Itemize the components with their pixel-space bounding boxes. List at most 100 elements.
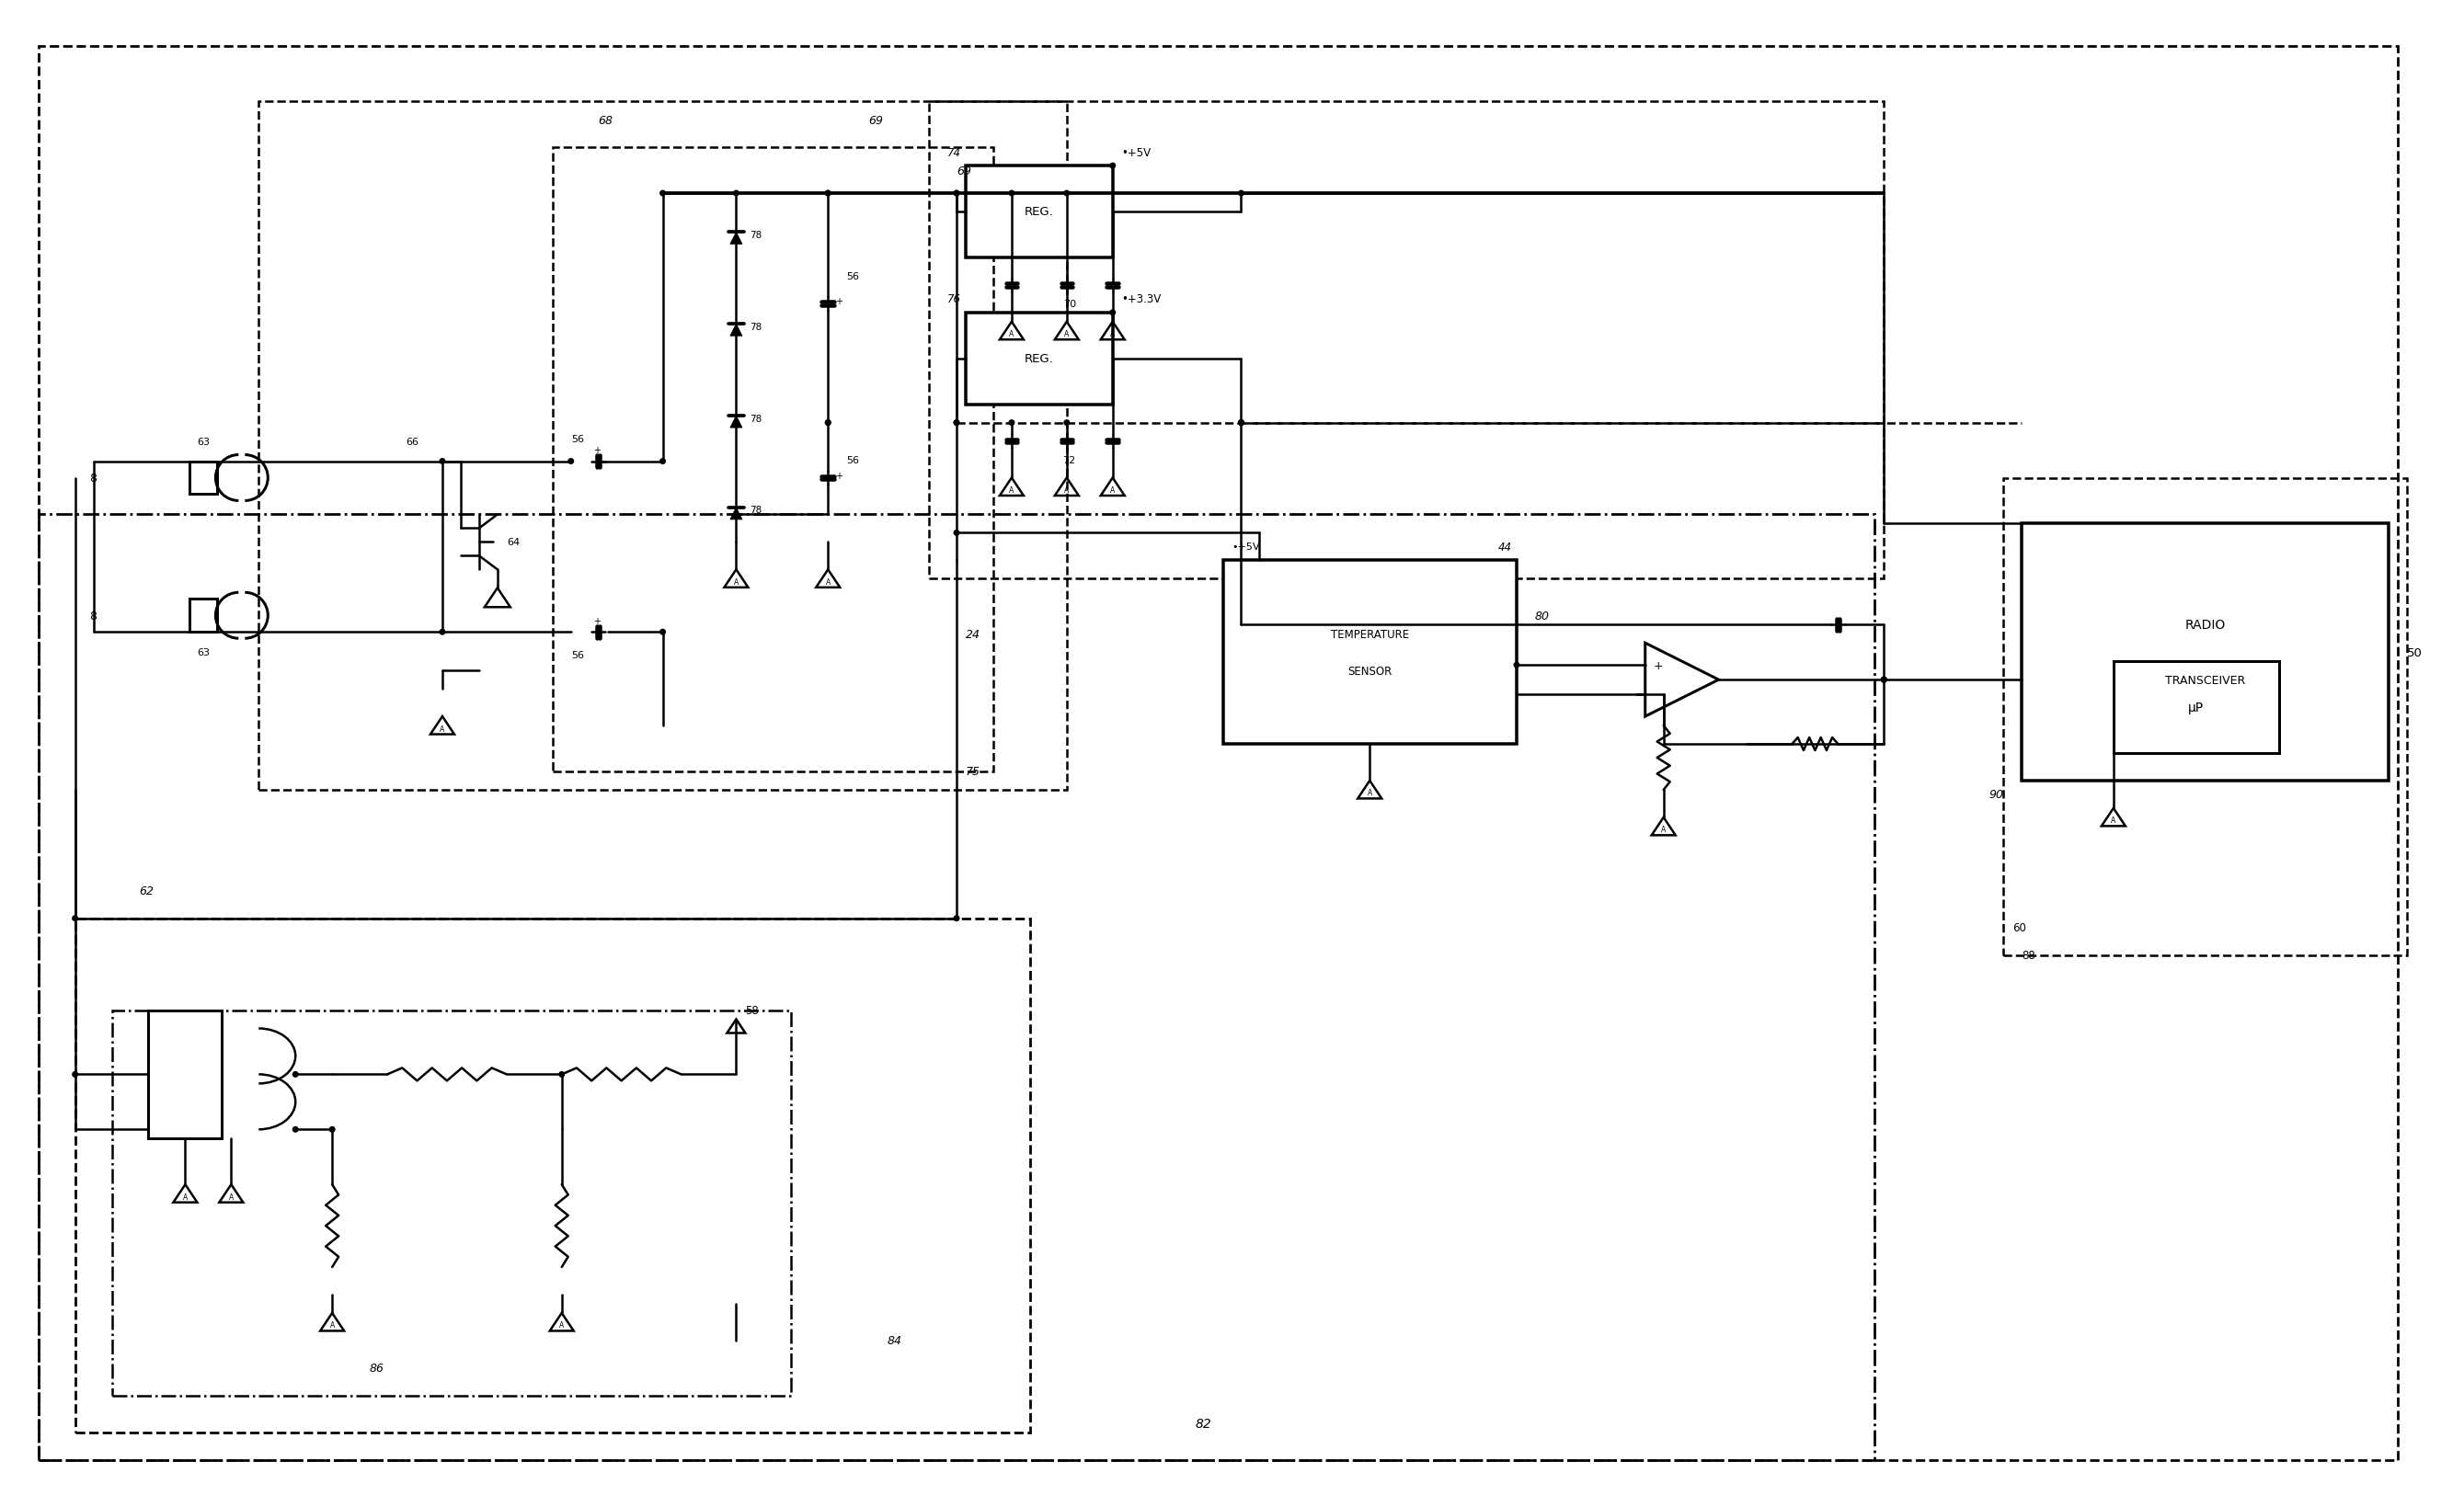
Circle shape [1239,420,1244,426]
Circle shape [1111,164,1116,169]
Text: A: A [182,1192,187,1201]
Text: 56: 56 [572,651,584,660]
Polygon shape [729,416,742,428]
Circle shape [954,191,958,196]
Text: +: + [594,446,601,455]
Text: 56: 56 [845,271,860,282]
Circle shape [954,191,958,196]
Circle shape [330,1127,335,1132]
Circle shape [71,1071,79,1078]
Text: 84: 84 [887,1335,902,1347]
Text: +: + [594,616,601,625]
Text: 62: 62 [140,885,155,897]
Circle shape [569,460,574,464]
Circle shape [660,191,665,196]
Circle shape [1239,420,1244,426]
Circle shape [559,1071,564,1078]
Circle shape [1239,191,1244,196]
Circle shape [954,916,958,921]
Text: A: A [825,577,830,586]
Circle shape [660,460,665,464]
Text: TEMPERATURE: TEMPERATURE [1331,628,1409,640]
Circle shape [293,1071,298,1078]
Text: 78: 78 [749,414,761,423]
Circle shape [1882,678,1887,683]
Bar [966,166,1114,258]
Text: A: A [1111,487,1116,494]
Circle shape [734,329,739,335]
Text: 56: 56 [572,434,584,443]
Text: 78: 78 [749,231,761,240]
Circle shape [734,420,739,426]
Text: −: − [1653,689,1663,701]
Bar [552,148,993,772]
Circle shape [1882,678,1887,683]
Polygon shape [729,508,742,520]
Text: +: + [835,297,843,306]
Text: 56: 56 [845,455,860,464]
Text: 78: 78 [749,322,761,332]
Circle shape [1064,191,1069,196]
Text: 88: 88 [2020,949,2035,961]
Text: REG.: REG. [1025,206,1055,219]
Text: 78: 78 [749,506,761,515]
Text: 8: 8 [89,610,96,622]
Text: 75: 75 [966,766,981,778]
Text: 60: 60 [2013,922,2025,934]
Text: 66: 66 [407,437,419,446]
Circle shape [1010,191,1015,196]
Text: 72: 72 [1062,455,1077,464]
Text: A: A [1010,330,1015,339]
Text: •+3.3V: •+3.3V [1121,294,1161,306]
Polygon shape [729,232,742,244]
Circle shape [439,460,446,464]
Text: A: A [559,1320,564,1329]
Polygon shape [729,324,742,336]
Circle shape [954,420,958,426]
Text: 24: 24 [966,628,981,640]
Text: 68: 68 [599,115,614,127]
Text: A: A [1111,330,1116,339]
Text: A: A [229,1192,234,1201]
Text: •+5V: •+5V [1232,543,1259,552]
Circle shape [825,191,830,196]
Circle shape [1064,420,1069,426]
Text: 76: 76 [946,294,961,306]
Text: +: + [1653,660,1663,672]
Text: 8: 8 [89,472,96,484]
Text: 63: 63 [197,437,209,446]
Text: 50: 50 [2407,647,2422,659]
Text: A: A [1368,788,1372,797]
Bar [1222,561,1518,744]
Text: 44: 44 [1498,541,1513,553]
Text: SENSOR: SENSOR [1348,665,1392,677]
Text: A: A [734,577,739,586]
Text: •+5V: •+5V [1121,146,1151,158]
Text: 86: 86 [370,1362,384,1374]
Text: A: A [2112,817,2117,824]
Bar [39,515,1875,1460]
Bar [148,1010,222,1139]
Bar [966,313,1114,405]
Text: 80: 80 [1535,610,1550,622]
Bar [111,1010,791,1395]
Text: A: A [1064,330,1069,339]
Circle shape [660,630,665,634]
Text: TRANSCEIVER: TRANSCEIVER [2166,674,2245,686]
Circle shape [1010,420,1015,426]
Text: 58: 58 [747,1004,759,1016]
Text: 69: 69 [956,164,971,176]
Text: 64: 64 [508,538,520,547]
Text: REG.: REG. [1025,353,1055,365]
Text: +: + [835,472,843,481]
Text: 63: 63 [197,648,209,657]
Bar [2003,478,2407,955]
Text: A: A [441,725,446,732]
Circle shape [954,420,958,426]
Circle shape [1111,310,1116,316]
Bar [259,102,1067,790]
Bar [929,102,1885,579]
Text: A: A [1010,487,1015,494]
Circle shape [825,420,830,426]
Text: μP: μP [2188,701,2203,714]
